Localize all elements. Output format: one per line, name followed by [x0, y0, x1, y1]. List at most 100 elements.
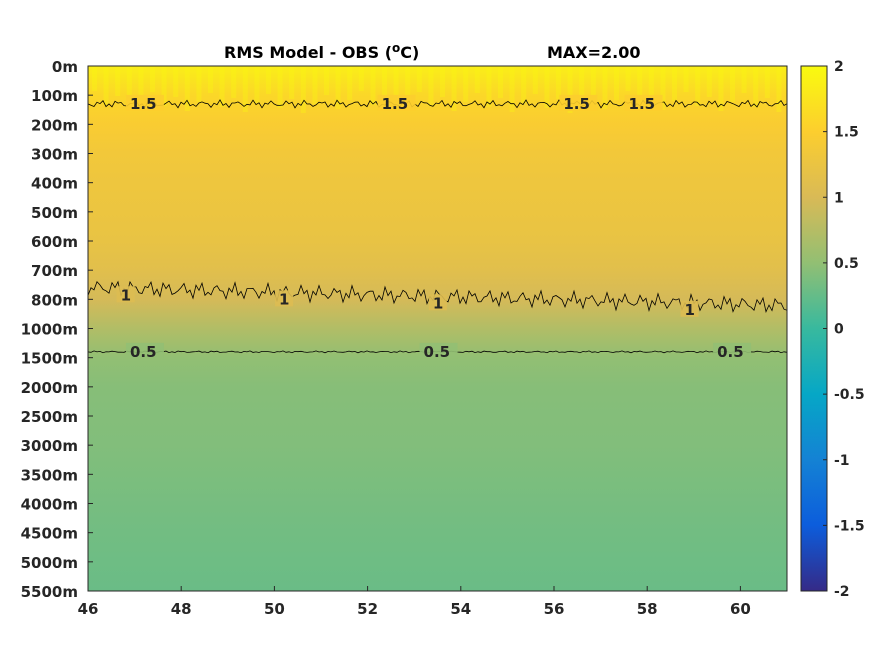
surface-streak: [521, 66, 527, 103]
title-main: RMS Model - OBS (: [224, 43, 392, 62]
surface-streak: [532, 66, 538, 94]
x-tick-label: 56: [544, 600, 565, 618]
max-label: MAX=2.00: [547, 43, 641, 62]
colorbar-tick-label: -2: [834, 584, 850, 600]
colorbar-tick-label: 2: [834, 59, 844, 75]
y-tick-label: 3000m: [21, 437, 78, 455]
x-axis: 46 48 50 52 54 56 58 60: [78, 586, 751, 618]
contour-label-bg: [125, 342, 164, 359]
surface-streak: [115, 66, 121, 96]
surface-streak: [440, 66, 445, 97]
x-tick-label: 60: [730, 600, 751, 618]
surface-streak: [718, 66, 724, 111]
y-tick-label: 1000m: [21, 321, 78, 339]
surface-streak: [370, 66, 376, 105]
surface-streak: [161, 66, 167, 106]
y-tick-label: 4000m: [21, 496, 78, 514]
heatmap-field: [88, 66, 787, 591]
colorbar-tick-label: 1.5: [834, 125, 859, 141]
contour-label: 1: [279, 290, 289, 308]
contour-label: 1: [121, 286, 131, 304]
surface-streak: [184, 66, 190, 111]
contour-label-bg: [713, 342, 752, 359]
x-tick-label: 52: [357, 600, 378, 618]
contour-label: 0.5: [717, 343, 744, 361]
surface-streak: [324, 66, 329, 95]
y-tick-label: 4500m: [21, 525, 78, 543]
surface-streak: [683, 66, 689, 92]
surface-streak: [764, 66, 770, 98]
contour-label: 1.5: [629, 95, 656, 113]
chart-title: RMS Model - OBS (oC): [224, 41, 419, 62]
surface-streak: [474, 66, 480, 93]
contour-label-bg: [559, 94, 598, 111]
colorbar-tick-label: 0: [834, 322, 844, 338]
surface-streak: [637, 66, 643, 105]
surface-streak: [416, 66, 422, 92]
surface-streak: [776, 66, 782, 112]
contour-label-bg: [116, 286, 135, 303]
contour-line-1: [88, 280, 787, 313]
y-tick-label: 2500m: [21, 408, 78, 426]
colorbar-tick-label: -0.5: [834, 387, 865, 403]
y-axis: 0m 100m 200m 300m 400m 500m 600m 700m 800m 1000m 1…: [21, 58, 93, 601]
surface-streak: [242, 66, 248, 112]
surface-streak: [173, 66, 179, 97]
surface-streak: [138, 66, 144, 101]
contour-line-1-5: [88, 99, 787, 109]
x-tick-label: 58: [637, 600, 658, 618]
colorbar-ticks: 2 1.5 1 0.5 0 -0.5 -1 -1.5 -2: [823, 59, 865, 600]
surface-streak: [463, 66, 469, 102]
surface-streak: [92, 66, 97, 91]
y-tick-label: 2000m: [21, 379, 78, 397]
colorbar-tick-label: 1: [834, 190, 844, 206]
y-tick-label: 5500m: [21, 583, 78, 601]
x-tick-label: 54: [450, 600, 471, 618]
surface-streak: [358, 66, 364, 91]
heatmap-stripes: [92, 66, 782, 113]
x-tick-label: 50: [264, 600, 285, 618]
contour-label: 0.5: [130, 343, 157, 361]
surface-streak: [486, 66, 492, 107]
surface-streak: [254, 66, 260, 103]
contour-label-bg: [624, 94, 663, 111]
y-tick-label: 100m: [31, 87, 78, 105]
surface-streak: [266, 66, 271, 94]
surface-streak: [579, 66, 585, 104]
surface-streak: [544, 66, 550, 108]
contour-label: 1.5: [563, 95, 590, 113]
surface-streak: [706, 66, 712, 97]
contour-label-bg: [428, 294, 447, 311]
surface-streak: [382, 66, 387, 96]
y-tick-label: 400m: [31, 175, 78, 193]
title-unit-sup: o: [392, 41, 400, 55]
y-tick-label: 1500m: [21, 350, 78, 368]
surface-streak: [556, 66, 561, 99]
contour-label-bg: [680, 300, 699, 317]
surface-streak: [614, 66, 619, 100]
y-tick-label: 500m: [31, 204, 78, 222]
surface-streak: [219, 66, 225, 107]
surface-streak: [672, 66, 677, 101]
y-tick-label: 600m: [31, 233, 78, 251]
surface-streak: [695, 66, 701, 106]
y-tick-label: 5000m: [21, 554, 78, 572]
surface-streak: [347, 66, 353, 100]
y-tick-label: 0m: [52, 58, 78, 76]
contour-label: 0.5: [424, 343, 451, 361]
surface-streak: [567, 66, 573, 113]
surface-streak: [231, 66, 237, 98]
contour-label: 1: [684, 301, 694, 319]
surface-streak: [602, 66, 608, 109]
surface-streak: [289, 66, 295, 99]
surface-streak: [393, 66, 399, 110]
surface-streak: [335, 66, 341, 109]
surface-streak: [753, 66, 759, 107]
surface-streak: [590, 66, 596, 95]
title-unit-end: C): [400, 43, 419, 62]
contour-label-bg: [419, 342, 458, 359]
surface-streak: [196, 66, 202, 102]
contour-label: 1: [433, 294, 443, 312]
surface-streak: [509, 66, 515, 112]
